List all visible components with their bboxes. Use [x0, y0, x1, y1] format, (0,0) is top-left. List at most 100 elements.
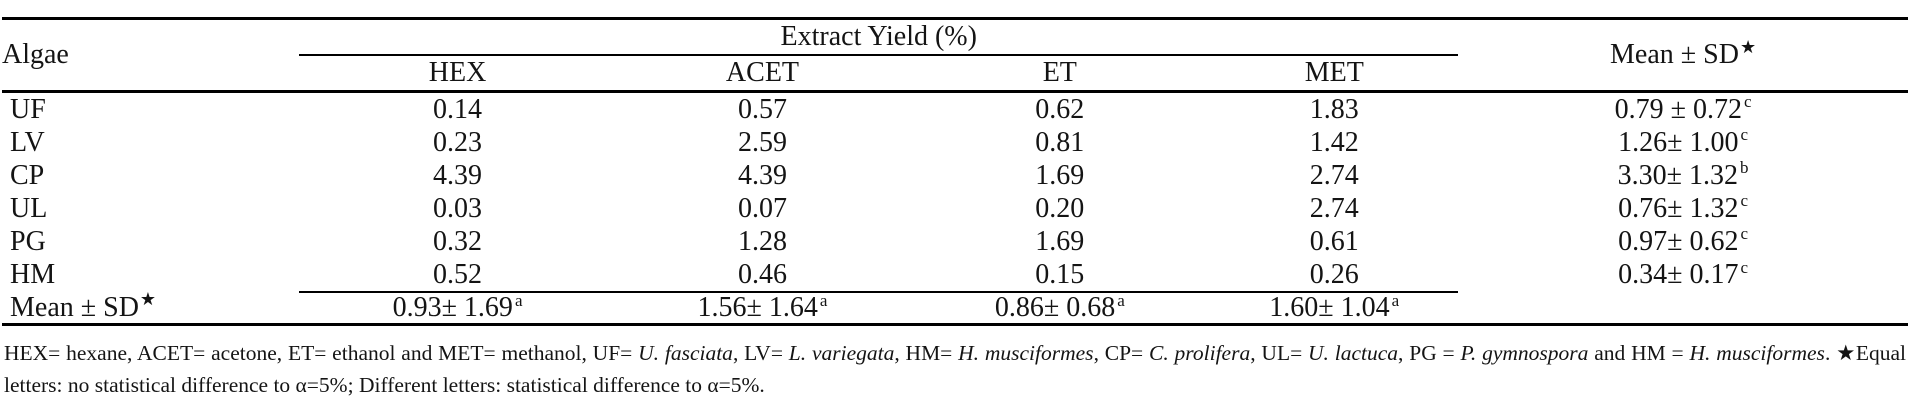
mean-sd-header-label: Mean ± SD	[1610, 39, 1739, 71]
cell-cp-mean: 3.30± 1.32 b	[1458, 159, 1908, 192]
table-row-hm: HM 0.52 0.46 0.15 0.26 0.34± 0.17 c	[2, 258, 1908, 293]
mean-value: 0.76± 1.32	[1618, 192, 1739, 224]
mean-value: 0.97± 0.62	[1618, 225, 1739, 257]
cell-cp-acet: 4.39	[737, 159, 787, 191]
cell-ul-acet: 0.07	[737, 192, 787, 224]
cell-lv-met: 1.42	[1309, 126, 1359, 158]
stat-letter: c	[1740, 125, 1749, 145]
footnote-text: , PG =	[1398, 341, 1461, 365]
species-name-italic: C. prolifera	[1149, 341, 1251, 365]
stat-letter: c	[1740, 191, 1749, 211]
paper-table-figure: Algae Extract Yield (%) Mean ± SD★ HEX A…	[0, 17, 1910, 418]
cell-ul-et: 0.20	[1035, 192, 1085, 224]
stat-letter: a	[1117, 290, 1125, 310]
mean-value: 0.93± 1.69	[392, 292, 513, 324]
table-row-cp: CP 4.39 4.39 1.69 2.74 3.30± 1.32 b	[2, 159, 1908, 192]
mean-value: 0.86± 0.68	[994, 292, 1116, 324]
star-icon: ★	[139, 289, 157, 310]
cell-uf-mean: 0.79 ± 0.72 c	[1458, 92, 1908, 127]
stat-letter: c	[1740, 224, 1749, 244]
cell-cp-et: 1.69	[1035, 159, 1085, 191]
cell-mean-acet: 1.56± 1.64 a	[615, 290, 910, 326]
cell-pg-mean: 0.97± 0.62 c	[1458, 225, 1908, 258]
cell-uf-hex: 0.14	[433, 93, 483, 125]
species-name-italic: P. gymnospora	[1460, 341, 1589, 365]
cell-uf-met: 1.83	[1309, 93, 1359, 125]
species-name-italic: U. lactuca	[1308, 341, 1399, 365]
stat-letter: a	[819, 290, 828, 310]
cell-hm-hex: 0.52	[299, 258, 616, 293]
cell-ul-met: 2.74	[1309, 192, 1359, 224]
footnote-text: HEX= hexane, ACET= acetone, ET= ethanol …	[4, 341, 639, 365]
mean-value: 0.34± 0.17	[1618, 259, 1739, 291]
mean-value: 0.79 ± 0.72	[1614, 93, 1742, 125]
cell-lv-et: 0.81	[1035, 126, 1085, 158]
cell-hm-acet: 0.46	[615, 258, 910, 293]
mean-value: 1.26± 1.00	[1618, 126, 1739, 158]
cell-cp-met: 2.74	[1309, 159, 1359, 191]
mean-value: 1.60± 1.04	[1269, 292, 1390, 324]
species-name-italic: H. musciformes	[958, 341, 1094, 365]
column-header-acet: ACET	[615, 55, 910, 93]
column-header-algae: Algae	[2, 18, 300, 93]
cell-pg-hex: 0.32	[433, 225, 483, 257]
header-row-group: Algae Extract Yield (%) Mean ± SD★	[2, 18, 1908, 93]
footnote: HEX= hexane, ACET= acetone, ET= ethanol …	[4, 337, 1906, 401]
cell-hm-mean: 0.34± 0.17 c	[1458, 258, 1908, 292]
table-row-ul: UL 0.03 0.07 0.20 2.74 0.76± 1.32 c	[2, 192, 1908, 225]
cell-hm-met: 0.26	[1210, 258, 1459, 293]
cell-hm-et: 0.15	[909, 258, 1211, 293]
species-name-italic: U. fasciata	[638, 341, 733, 365]
column-header-et: ET	[909, 55, 1211, 93]
footnote-text: , UL=	[1250, 341, 1309, 365]
row-label: UL	[10, 192, 48, 224]
row-label: CP	[10, 159, 45, 191]
cell-pg-acet: 1.28	[737, 225, 787, 257]
star-icon: ★	[1739, 36, 1757, 57]
footnote-text: and HM =	[1588, 341, 1690, 365]
cell-pg-et: 1.69	[1035, 225, 1085, 257]
cell-ul-mean: 0.76± 1.32 c	[1458, 192, 1908, 225]
table-row-pg: PG 0.32 1.28 1.69 0.61 0.97± 0.62 c	[2, 225, 1908, 258]
column-header-hex: HEX	[299, 55, 616, 93]
cell-lv-hex: 0.23	[433, 126, 483, 158]
cell-ul-hex: 0.03	[433, 192, 483, 224]
cell-mean-et: 0.86± 0.68 a	[909, 290, 1211, 326]
stat-letter: b	[1740, 158, 1749, 178]
column-header-extract-yield: Extract Yield (%)	[299, 18, 1459, 56]
species-name-italic: L. variegata	[788, 341, 895, 365]
row-label: HM	[10, 259, 56, 291]
extract-yield-table: Algae Extract Yield (%) Mean ± SD★ HEX A…	[2, 17, 1908, 326]
cell-uf-acet: 0.57	[737, 93, 787, 125]
footer-mean-sd-label: Mean ± SD	[10, 291, 139, 323]
cell-lv-acet: 2.59	[737, 126, 787, 158]
column-header-mean-sd: Mean ± SD★	[1458, 18, 1908, 93]
stat-letter: a	[514, 290, 523, 310]
footnote-text: , LV=	[732, 341, 789, 365]
row-label: LV	[10, 126, 45, 158]
footnote-text: , HM=	[894, 341, 959, 365]
cell-lv-mean: 1.26± 1.00 c	[1458, 126, 1908, 159]
column-header-met: MET	[1210, 55, 1459, 93]
table-row-lv: LV 0.23 2.59 0.81 1.42 1.26± 1.00 c	[2, 126, 1908, 159]
footer-row-label: Mean ± SD★	[2, 289, 300, 326]
footnote-text: . ★Equal letters: no statistical differe…	[4, 341, 1907, 397]
cell-mean-met: 1.60± 1.04 a	[1210, 290, 1459, 326]
table-row-column-means: Mean ± SD★ 0.93± 1.69 a 1.56± 1.64 a 0.86±…	[2, 289, 1908, 326]
stat-letter: c	[1740, 257, 1749, 277]
mean-value: 3.30± 1.32	[1617, 159, 1738, 191]
footnote-text: , CP=	[1093, 341, 1150, 365]
species-name-italic: H. musciformes	[1689, 341, 1825, 365]
table-row-uf: UF 0.14 0.57 0.62 1.83 0.79 ± 0.72 c	[2, 92, 1908, 127]
mean-value: 1.56± 1.64	[697, 292, 818, 324]
stat-letter: a	[1391, 290, 1400, 310]
cell-mean-empty	[1458, 292, 1908, 326]
cell-pg-met: 0.61	[1309, 225, 1359, 257]
cell-mean-hex: 0.93± 1.69 a	[299, 290, 616, 326]
row-label: PG	[10, 225, 46, 257]
stat-letter: c	[1743, 92, 1752, 112]
row-label: UF	[10, 93, 46, 125]
cell-uf-et: 0.62	[1035, 93, 1085, 125]
cell-cp-hex: 4.39	[433, 159, 483, 191]
header-row-solvents: HEX ACET ET MET	[2, 55, 1908, 93]
